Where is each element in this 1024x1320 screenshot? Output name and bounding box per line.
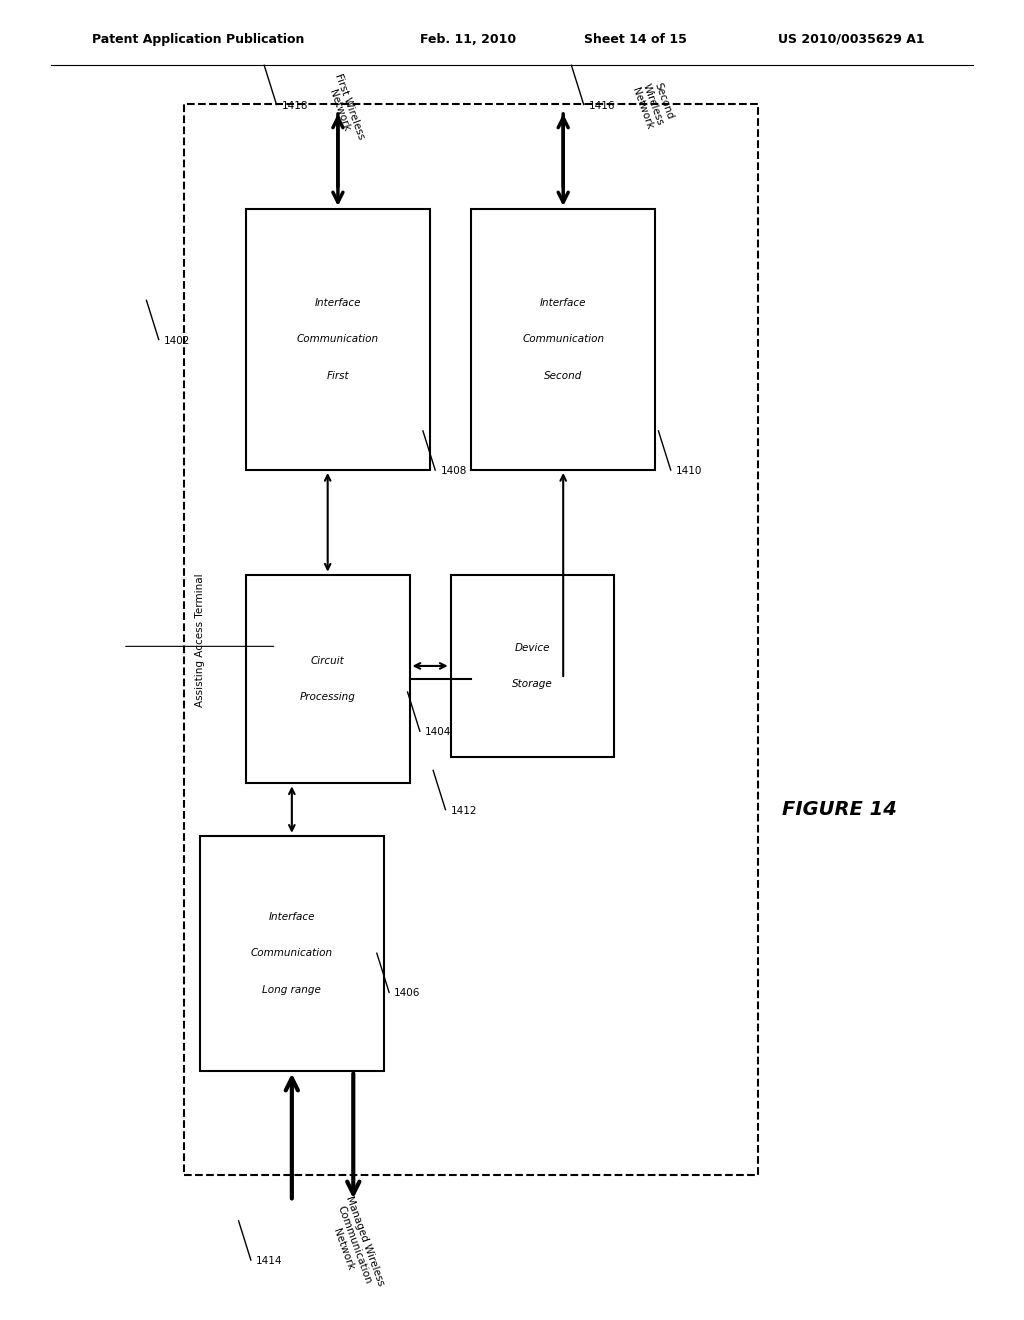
FancyBboxPatch shape — [246, 574, 410, 784]
FancyBboxPatch shape — [200, 836, 384, 1071]
Text: Device: Device — [515, 643, 550, 652]
Text: Second: Second — [544, 371, 583, 381]
Text: Interface: Interface — [314, 298, 361, 308]
FancyBboxPatch shape — [184, 104, 758, 1175]
Text: 1404: 1404 — [425, 727, 452, 738]
FancyBboxPatch shape — [451, 574, 614, 758]
Text: 1410: 1410 — [676, 466, 702, 477]
Text: Processing: Processing — [300, 692, 355, 702]
Text: First: First — [327, 371, 349, 381]
Text: FIGURE 14: FIGURE 14 — [782, 800, 897, 820]
Text: Circuit: Circuit — [311, 656, 344, 665]
Text: 1414: 1414 — [256, 1257, 283, 1266]
Text: 1412: 1412 — [451, 805, 477, 816]
FancyBboxPatch shape — [471, 209, 655, 470]
Text: Feb. 11, 2010: Feb. 11, 2010 — [420, 33, 516, 46]
Text: US 2010/0035629 A1: US 2010/0035629 A1 — [778, 33, 925, 46]
FancyBboxPatch shape — [246, 209, 430, 470]
Text: Interface: Interface — [268, 912, 315, 921]
Text: Second
Wireless
Network: Second Wireless Network — [630, 78, 676, 131]
Text: 1418: 1418 — [282, 100, 308, 111]
Text: Managed Wireless
Communication
Network: Managed Wireless Communication Network — [323, 1195, 386, 1295]
Text: Interface: Interface — [540, 298, 587, 308]
Text: 1406: 1406 — [394, 989, 421, 998]
Text: 1408: 1408 — [440, 466, 467, 477]
Text: First Wireless
Network: First Wireless Network — [323, 71, 367, 144]
Text: Patent Application Publication: Patent Application Publication — [92, 33, 304, 46]
Text: Communication: Communication — [297, 334, 379, 345]
Text: Sheet 14 of 15: Sheet 14 of 15 — [584, 33, 686, 46]
Text: Communication: Communication — [251, 948, 333, 958]
Text: Assisting Access Terminal: Assisting Access Terminal — [195, 573, 205, 706]
Text: Communication: Communication — [522, 334, 604, 345]
Text: 1402: 1402 — [164, 335, 190, 346]
Text: Long range: Long range — [262, 985, 322, 995]
Text: Storage: Storage — [512, 680, 553, 689]
Text: 1416: 1416 — [589, 100, 615, 111]
